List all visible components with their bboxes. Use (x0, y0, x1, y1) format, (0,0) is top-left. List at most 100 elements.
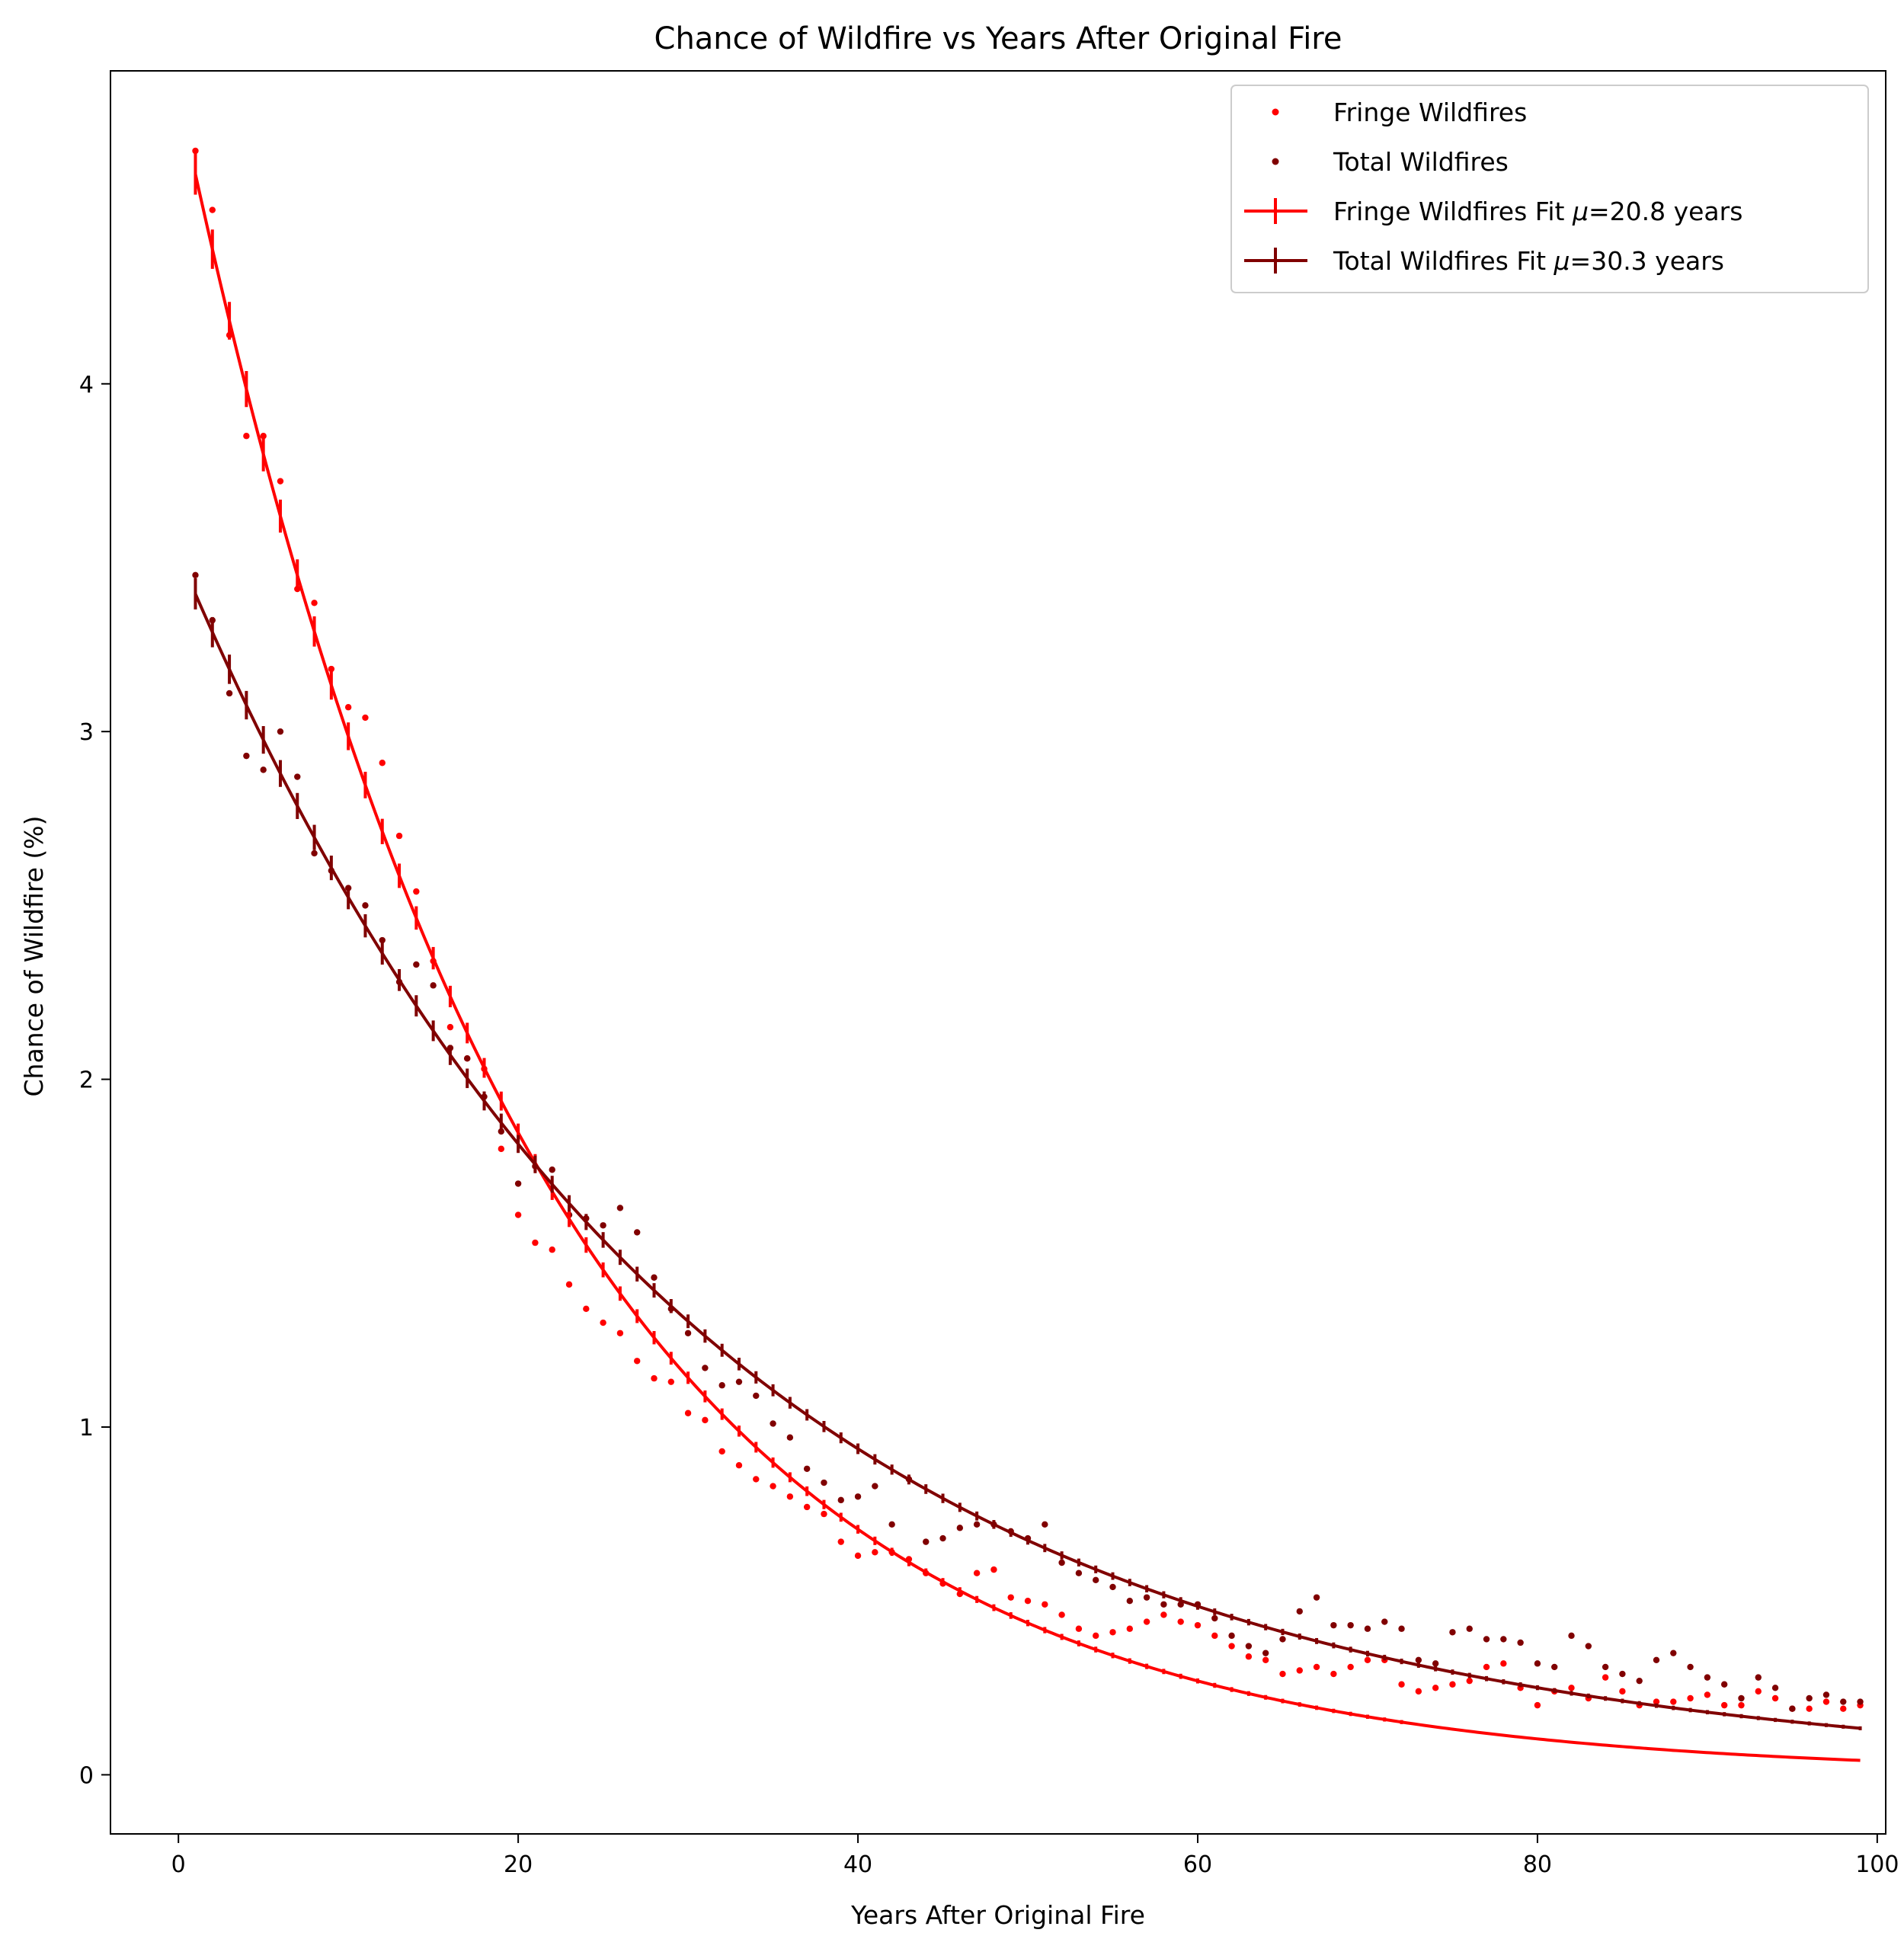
data-point (1093, 1632, 1099, 1640)
x-tick-label: 20 (504, 1851, 533, 1878)
data-point (956, 1525, 964, 1531)
data-point (1415, 1688, 1422, 1695)
data-point (1755, 1674, 1762, 1681)
data-point (192, 147, 199, 155)
legend-marker (1272, 108, 1279, 116)
data-point (1483, 1663, 1490, 1671)
data-point (821, 1510, 827, 1518)
data-point (1449, 1629, 1456, 1636)
data-point (1262, 1656, 1269, 1663)
data-point (939, 1534, 946, 1542)
data-point (1415, 1656, 1422, 1663)
data-point (1500, 1660, 1507, 1667)
data-point (1500, 1636, 1507, 1643)
data-point (1755, 1688, 1762, 1695)
x-tick-label: 0 (171, 1851, 186, 1878)
data-point (209, 206, 216, 213)
data-point (243, 433, 250, 440)
data-point (1177, 1601, 1184, 1608)
data-point (770, 1420, 776, 1427)
data-point (1449, 1681, 1456, 1688)
data-point (1517, 1639, 1524, 1646)
data-point (990, 1566, 997, 1573)
data-point (684, 1410, 692, 1416)
data-point (277, 728, 284, 735)
data-point (1143, 1594, 1150, 1601)
data-point (1687, 1694, 1694, 1702)
data-point (1177, 1618, 1184, 1625)
legend-label: Total Wildfires Fit μ=30.3 years (1333, 246, 1724, 276)
data-point (786, 1493, 794, 1500)
data-point (1466, 1677, 1473, 1685)
y-tick-label: 1 (79, 1415, 94, 1442)
plot-area (192, 147, 1864, 1762)
data-point (1653, 1656, 1660, 1663)
data-point (651, 1274, 658, 1281)
y-tick-label: 3 (79, 719, 94, 746)
data-point (1840, 1698, 1847, 1705)
data-point (498, 1145, 505, 1153)
series-2 (194, 153, 1861, 1762)
data-point (1670, 1698, 1677, 1705)
y-tick-label: 0 (79, 1762, 94, 1789)
data-point (464, 1055, 471, 1062)
data-point (1857, 1698, 1864, 1705)
data-point (514, 1211, 522, 1218)
data-point (1160, 1601, 1167, 1608)
data-point (1313, 1594, 1320, 1601)
data-point (837, 1538, 844, 1545)
data-point (1568, 1632, 1575, 1640)
axes: 0 20 40 60 80 100 0 1 2 3 4 (79, 70, 1899, 1878)
data-point (1075, 1625, 1083, 1632)
data-point (1585, 1643, 1592, 1650)
data-point (311, 850, 318, 857)
legend-marker (1272, 158, 1279, 165)
data-point (803, 1503, 811, 1511)
data-point (770, 1483, 776, 1490)
legend-label: Fringe Wildfires Fit μ=20.8 years (1333, 197, 1742, 226)
data-point (633, 1358, 641, 1365)
data-point (344, 704, 352, 711)
data-point (1058, 1611, 1065, 1618)
data-point (260, 766, 267, 773)
y-axis-label: Chance of Wildfire (%) (19, 815, 49, 1096)
data-point (1330, 1621, 1337, 1629)
data-point (803, 1465, 811, 1472)
data-point (1738, 1694, 1745, 1702)
data-point (549, 1166, 555, 1173)
legend-label: Total Wildfires (1333, 147, 1509, 177)
data-point (1279, 1636, 1286, 1643)
data-point (667, 1378, 674, 1385)
data-point (923, 1538, 930, 1545)
x-tick-label: 80 (1523, 1851, 1552, 1878)
data-point (1738, 1701, 1745, 1709)
data-point (1483, 1636, 1490, 1643)
chart-title: Chance of Wildfire vs Years After Origin… (654, 21, 1342, 56)
data-point (600, 1222, 606, 1229)
data-point (294, 773, 301, 780)
data-point (616, 1330, 624, 1336)
data-point (1670, 1650, 1677, 1656)
data-point (1109, 1629, 1116, 1636)
data-point (821, 1479, 827, 1486)
series-0 (192, 147, 1864, 1712)
data-point (1466, 1625, 1473, 1632)
data-point (1042, 1521, 1048, 1528)
x-axis-label: Years After Original Fire (850, 1900, 1145, 1930)
data-point (1194, 1621, 1202, 1629)
data-point (1720, 1681, 1728, 1688)
data-point (1619, 1688, 1626, 1695)
data-point (532, 1239, 539, 1246)
data-point (1432, 1685, 1439, 1691)
x-tick-label: 100 (1855, 1851, 1899, 1878)
data-point (1771, 1694, 1779, 1702)
data-point (1704, 1691, 1711, 1698)
y-tick-label: 2 (79, 1067, 94, 1094)
data-point (1330, 1670, 1337, 1678)
data-point (684, 1330, 692, 1336)
data-point (1109, 1583, 1116, 1591)
data-point (786, 1434, 794, 1441)
data-point (1347, 1663, 1354, 1671)
data-point (1602, 1674, 1609, 1681)
